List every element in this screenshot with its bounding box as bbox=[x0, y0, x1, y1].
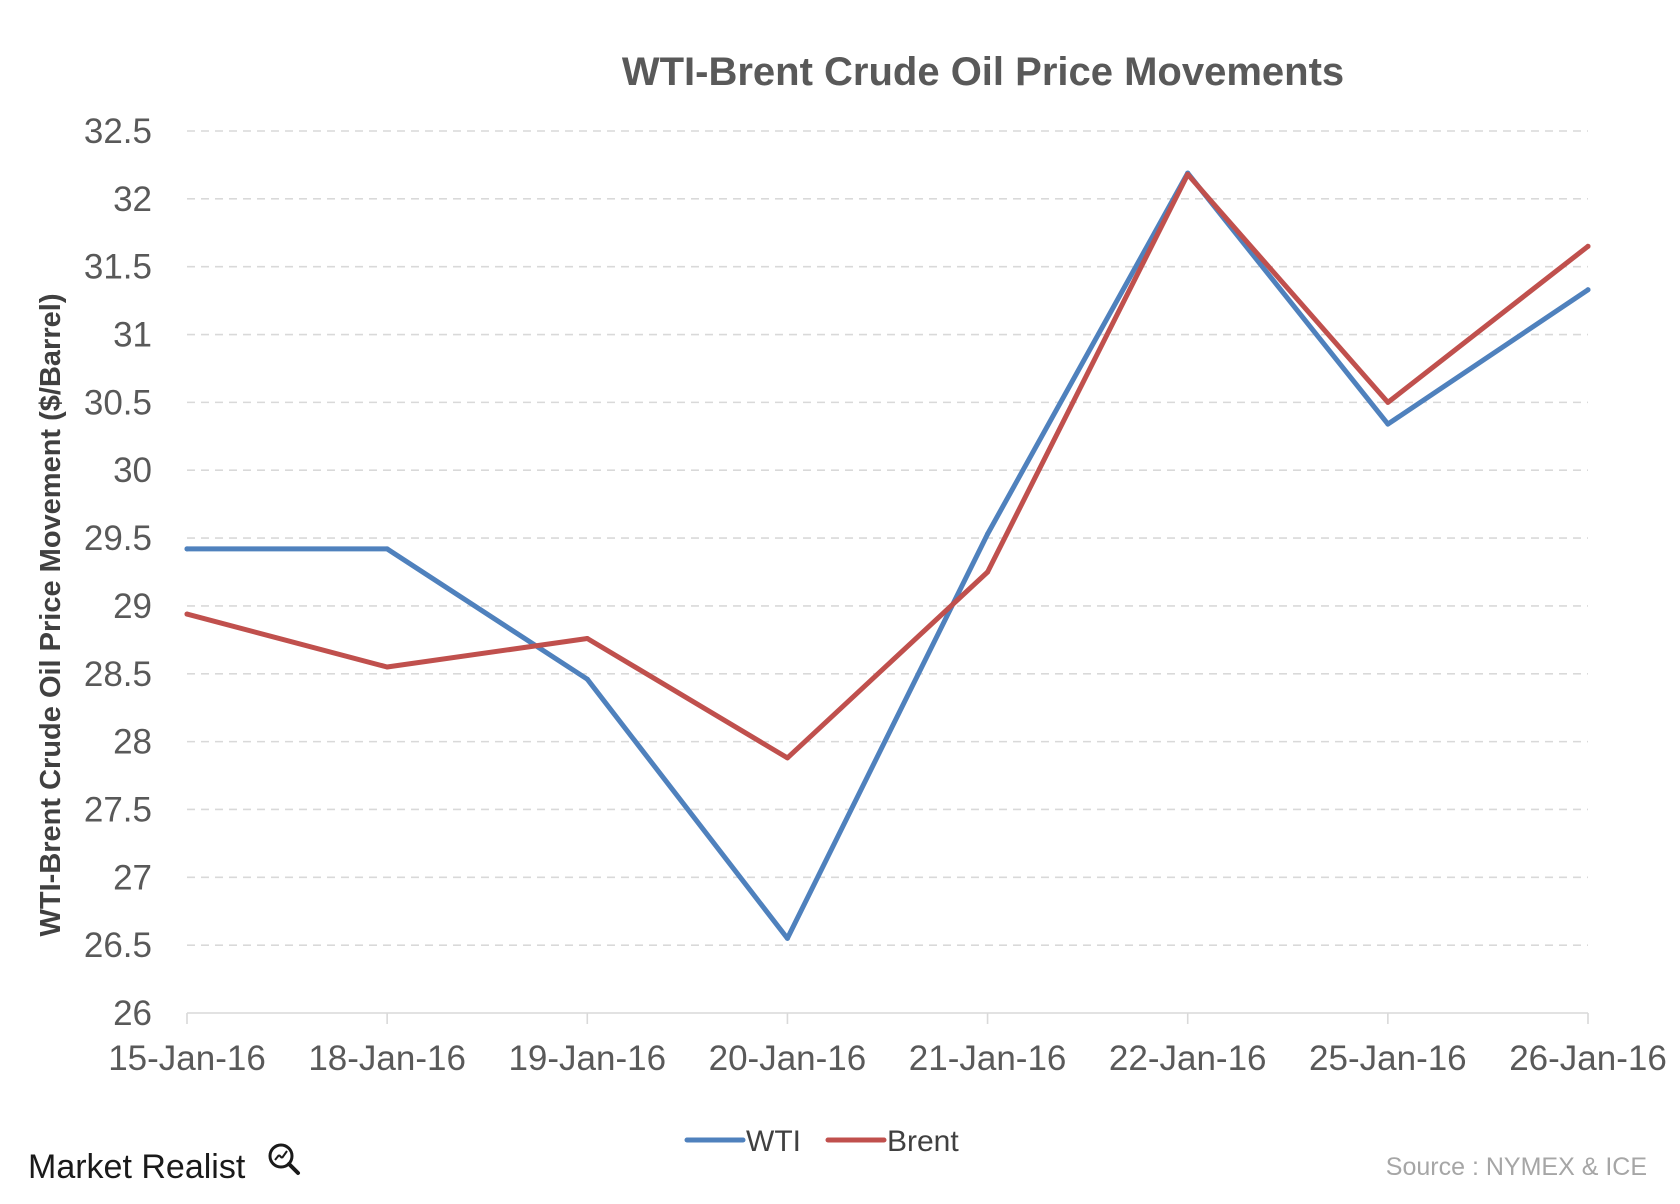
y-tick-label: 30 bbox=[113, 451, 152, 490]
brand-logo: Market Realist bbox=[28, 1143, 300, 1186]
source-note: Source : NYMEX & ICE bbox=[1386, 1153, 1647, 1181]
plot-area bbox=[184, 170, 1591, 941]
y-tick-label: 30.5 bbox=[84, 383, 152, 422]
data-point-brent bbox=[784, 755, 790, 761]
y-axis-ticks: 26 26.5 27 27.5 28 28.5 29 29.5 30 30.5 31 31.5 32 32… bbox=[84, 112, 152, 1033]
data-point-wti bbox=[384, 546, 390, 552]
series-brent bbox=[184, 171, 1591, 761]
y-tick-label: 32.5 bbox=[84, 112, 152, 151]
data-point-wti bbox=[1585, 287, 1591, 293]
chart-title: WTI-Brent Crude Oil Price Movements bbox=[622, 50, 1344, 94]
x-tick-label: 26-Jan-16 bbox=[1509, 1039, 1667, 1078]
x-tick-label: 18-Jan-16 bbox=[308, 1039, 466, 1078]
y-tick-label: 27.5 bbox=[84, 790, 152, 829]
x-tick-label: 21-Jan-16 bbox=[909, 1039, 1067, 1078]
data-point-wti bbox=[985, 531, 991, 537]
y-tick-label: 31 bbox=[113, 316, 152, 355]
data-point-brent bbox=[384, 664, 390, 670]
x-tick-label: 15-Jan-16 bbox=[108, 1039, 266, 1078]
magnifier-chart-icon bbox=[268, 1143, 300, 1175]
series-line-brent bbox=[184, 171, 1591, 761]
brand-name: Market Realist bbox=[28, 1148, 246, 1186]
y-tick-label: 28 bbox=[113, 723, 152, 762]
y-tick-label: 28.5 bbox=[84, 655, 152, 694]
x-tick-label: 25-Jan-16 bbox=[1309, 1039, 1467, 1078]
y-tick-label: 32 bbox=[113, 180, 152, 219]
x-axis: 15-Jan-16 18-Jan-16 19-Jan-16 20-Jan-16 21-J… bbox=[108, 1012, 1667, 1078]
y-tick-label: 31.5 bbox=[84, 248, 152, 287]
x-tick-label: 22-Jan-16 bbox=[1109, 1039, 1267, 1078]
y-tick-label: 29 bbox=[113, 587, 152, 626]
data-point-wti bbox=[1385, 421, 1391, 427]
data-point-brent bbox=[184, 611, 190, 617]
x-tick-label: 20-Jan-16 bbox=[709, 1039, 867, 1078]
legend-label-wti: WTI bbox=[746, 1125, 801, 1158]
y-tick-label: 26.5 bbox=[84, 926, 152, 965]
data-point-brent bbox=[985, 569, 991, 575]
data-point-brent bbox=[1585, 243, 1591, 249]
y-tick-label: 29.5 bbox=[84, 519, 152, 558]
data-point-brent bbox=[584, 635, 590, 641]
data-point-brent bbox=[1385, 399, 1391, 405]
y-tick-label: 26 bbox=[113, 994, 152, 1033]
x-tick-label: 19-Jan-16 bbox=[508, 1039, 666, 1078]
data-point-wti bbox=[184, 546, 190, 552]
y-axis-label: WTI-Brent Crude Oil Price Movement ($/Ba… bbox=[35, 294, 67, 937]
data-point-wti bbox=[584, 676, 590, 682]
gridlines bbox=[187, 130, 1588, 946]
legend-label-brent: Brent bbox=[887, 1125, 959, 1158]
series-line-wti bbox=[184, 170, 1591, 941]
data-point-brent bbox=[1185, 171, 1191, 177]
series-wti bbox=[184, 170, 1591, 941]
data-point-wti bbox=[784, 935, 790, 941]
legend: WTI Brent bbox=[684, 1125, 959, 1158]
y-tick-label: 27 bbox=[113, 858, 152, 897]
